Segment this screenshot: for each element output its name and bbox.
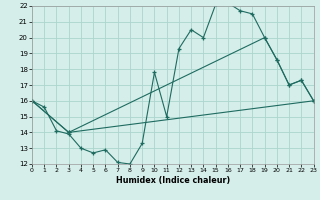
X-axis label: Humidex (Indice chaleur): Humidex (Indice chaleur) [116,176,230,185]
